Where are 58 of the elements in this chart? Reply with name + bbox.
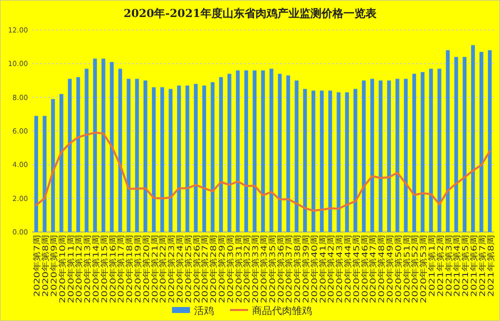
bar [51, 99, 55, 232]
bar [152, 87, 156, 232]
bar [34, 116, 38, 232]
bar [228, 74, 232, 232]
bar [93, 58, 97, 232]
bar [236, 70, 240, 232]
bar [110, 62, 114, 232]
bar [378, 80, 382, 232]
bar [446, 50, 450, 232]
bar [202, 86, 206, 232]
bar [210, 82, 214, 232]
bar [362, 80, 366, 232]
bar [68, 78, 72, 232]
bar [480, 52, 484, 232]
bar [244, 70, 248, 232]
bar [312, 90, 316, 232]
legend-label: 商品代肉雏鸡 [252, 305, 312, 317]
bar [303, 88, 307, 232]
bar [328, 90, 332, 232]
bar [420, 72, 424, 232]
bar [76, 77, 80, 232]
bar [462, 56, 466, 232]
bar [454, 56, 458, 232]
bar [168, 88, 172, 232]
bar [320, 90, 324, 232]
bar [278, 74, 282, 232]
legend-label: 活鸡 [194, 305, 214, 317]
bar [404, 78, 408, 232]
bar [336, 92, 340, 232]
bar [396, 78, 400, 232]
bar [370, 78, 374, 232]
bar [438, 68, 442, 232]
bar [160, 87, 164, 232]
bar [429, 68, 433, 232]
bar [412, 74, 416, 232]
bar [471, 45, 475, 232]
bar [84, 68, 88, 232]
bar [270, 68, 274, 232]
bar [126, 78, 130, 232]
bar [135, 78, 139, 232]
bar [345, 92, 349, 232]
bar [186, 86, 190, 232]
bar [219, 77, 223, 232]
bar [102, 58, 106, 232]
bar [286, 75, 290, 232]
bar [194, 84, 198, 232]
bar [261, 70, 265, 232]
bar [488, 50, 492, 232]
bar [252, 70, 256, 232]
bar [387, 80, 391, 232]
bar [144, 80, 148, 232]
bar [42, 116, 46, 232]
bar [60, 94, 64, 232]
bar [118, 68, 122, 232]
bar [177, 86, 181, 232]
bar [354, 88, 358, 232]
bar [294, 80, 298, 232]
chart-title: 2020年-2021年度山东省肉鸡产业监测价格一览表 [124, 7, 378, 20]
